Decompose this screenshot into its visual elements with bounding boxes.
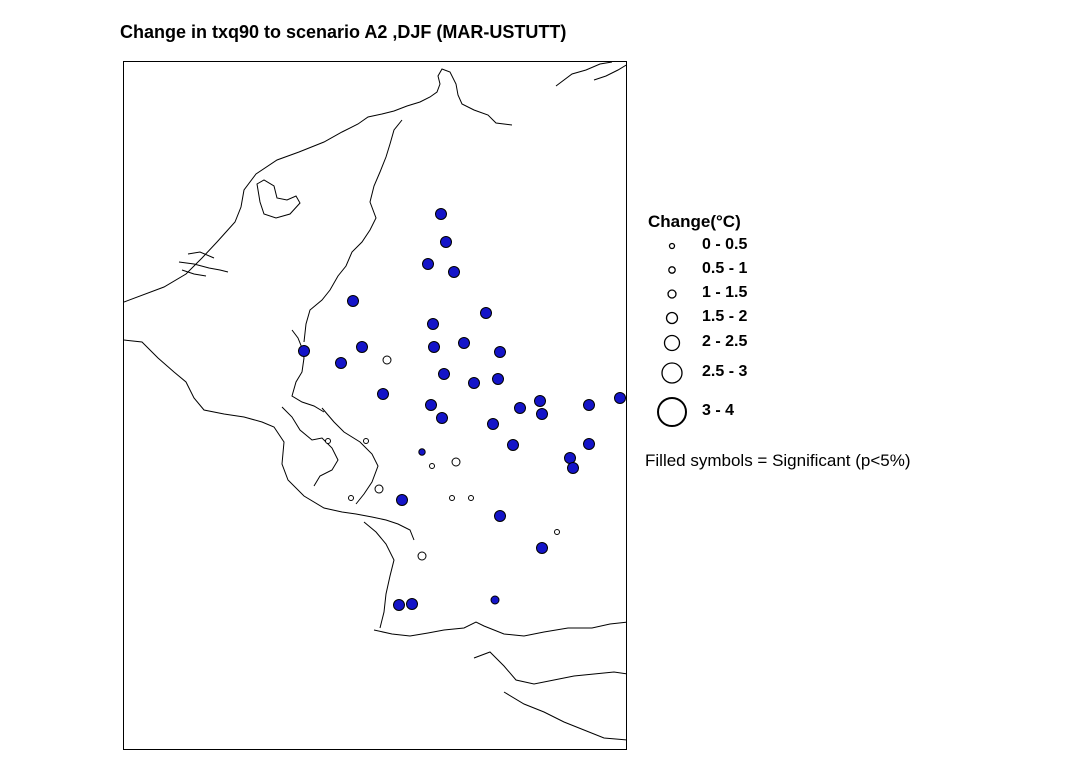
station-marker <box>429 463 435 469</box>
station-significant-marker <box>480 307 492 319</box>
north-sea-coastline <box>124 68 513 303</box>
station-significant-marker <box>428 341 440 353</box>
legend-symbol <box>657 397 687 427</box>
station-significant-marker <box>490 595 500 605</box>
station-significant-marker <box>298 345 310 357</box>
station-marker <box>374 484 384 494</box>
ijsselmeer <box>256 179 301 219</box>
legend-label: 0.5 - 1 <box>702 260 748 277</box>
legend-symbol <box>668 266 676 274</box>
scheldt-estuary <box>178 251 229 277</box>
station-significant-marker <box>347 295 359 307</box>
legend-symbol <box>667 289 677 299</box>
legend-circle <box>667 289 677 299</box>
netherlands-germany-border <box>303 119 403 343</box>
station-significant-marker <box>438 368 450 380</box>
station-significant-marker <box>427 318 439 330</box>
station-significant-marker <box>458 337 470 349</box>
station-marker <box>468 495 474 501</box>
station-significant-marker <box>564 452 576 464</box>
legend-circle <box>668 242 676 250</box>
station-significant-marker <box>583 399 595 411</box>
station-significant-marker <box>494 346 506 358</box>
station-significant-marker <box>583 438 595 450</box>
legend-label: 2.5 - 3 <box>702 363 748 380</box>
station-significant-marker <box>507 439 519 451</box>
station-marker <box>348 495 354 501</box>
denmark-coast <box>555 62 626 87</box>
station-marker <box>382 355 392 365</box>
station-significant-marker <box>614 392 626 404</box>
legend-label: 2 - 2.5 <box>702 333 748 350</box>
legend-circle <box>657 397 687 427</box>
legend-circle <box>668 266 676 274</box>
legend-symbol <box>663 334 681 352</box>
legend-circle <box>665 311 679 325</box>
station-marker <box>451 457 461 467</box>
station-significant-marker <box>514 402 526 414</box>
alpine-border-south <box>503 691 626 741</box>
legend-label: 3 - 4 <box>702 402 735 419</box>
station-marker <box>363 438 369 444</box>
station-marker <box>449 495 455 501</box>
station-significant-marker <box>422 258 434 270</box>
station-significant-marker <box>448 266 460 278</box>
station-significant-marker <box>536 408 548 420</box>
station-significant-marker <box>468 377 480 389</box>
legend-symbol <box>665 311 679 325</box>
station-significant-marker <box>335 357 347 369</box>
station-marker <box>554 529 560 535</box>
station-significant-marker <box>487 418 499 430</box>
legend-label: 1.5 - 2 <box>702 308 748 325</box>
legend-circle <box>661 362 683 384</box>
legend-title: Change(°C) <box>648 212 741 231</box>
rhine-border <box>363 521 395 629</box>
station-significant-marker <box>425 399 437 411</box>
significance-note: Filled symbols = Significant (p<5%) <box>645 451 911 470</box>
legend-label: 1 - 1.5 <box>702 284 748 301</box>
station-significant-marker <box>436 412 448 424</box>
station-significant-marker <box>492 373 504 385</box>
vosges-border <box>321 407 379 505</box>
station-significant-marker <box>567 462 579 474</box>
station-significant-marker <box>356 341 368 353</box>
legend-symbol <box>661 362 683 384</box>
map-title: Change in txq90 to scenario A2 ,DJF (MAR… <box>120 22 567 42</box>
station-significant-marker <box>377 388 389 400</box>
legend-circle <box>663 334 681 352</box>
belgium-france-border <box>124 339 415 541</box>
austria-border <box>473 651 626 685</box>
station-marker <box>325 438 331 444</box>
legend-label: 0 - 0.5 <box>702 236 748 253</box>
station-significant-marker <box>536 542 548 554</box>
map-panel <box>123 61 627 750</box>
station-symbols <box>298 208 626 611</box>
station-significant-marker <box>396 494 408 506</box>
station-significant-marker <box>418 448 426 456</box>
map-canvas <box>124 62 626 741</box>
luxembourg-border <box>281 406 339 487</box>
station-marker <box>417 551 427 561</box>
station-significant-marker <box>393 599 405 611</box>
coastlines-and-borders <box>124 62 626 741</box>
swiss-border <box>373 621 626 637</box>
station-significant-marker <box>440 236 452 248</box>
station-significant-marker <box>435 208 447 220</box>
belgium-germany-border <box>291 329 325 413</box>
station-significant-marker <box>406 598 418 610</box>
station-significant-marker <box>534 395 546 407</box>
legend-symbol <box>668 242 676 250</box>
station-significant-marker <box>494 510 506 522</box>
